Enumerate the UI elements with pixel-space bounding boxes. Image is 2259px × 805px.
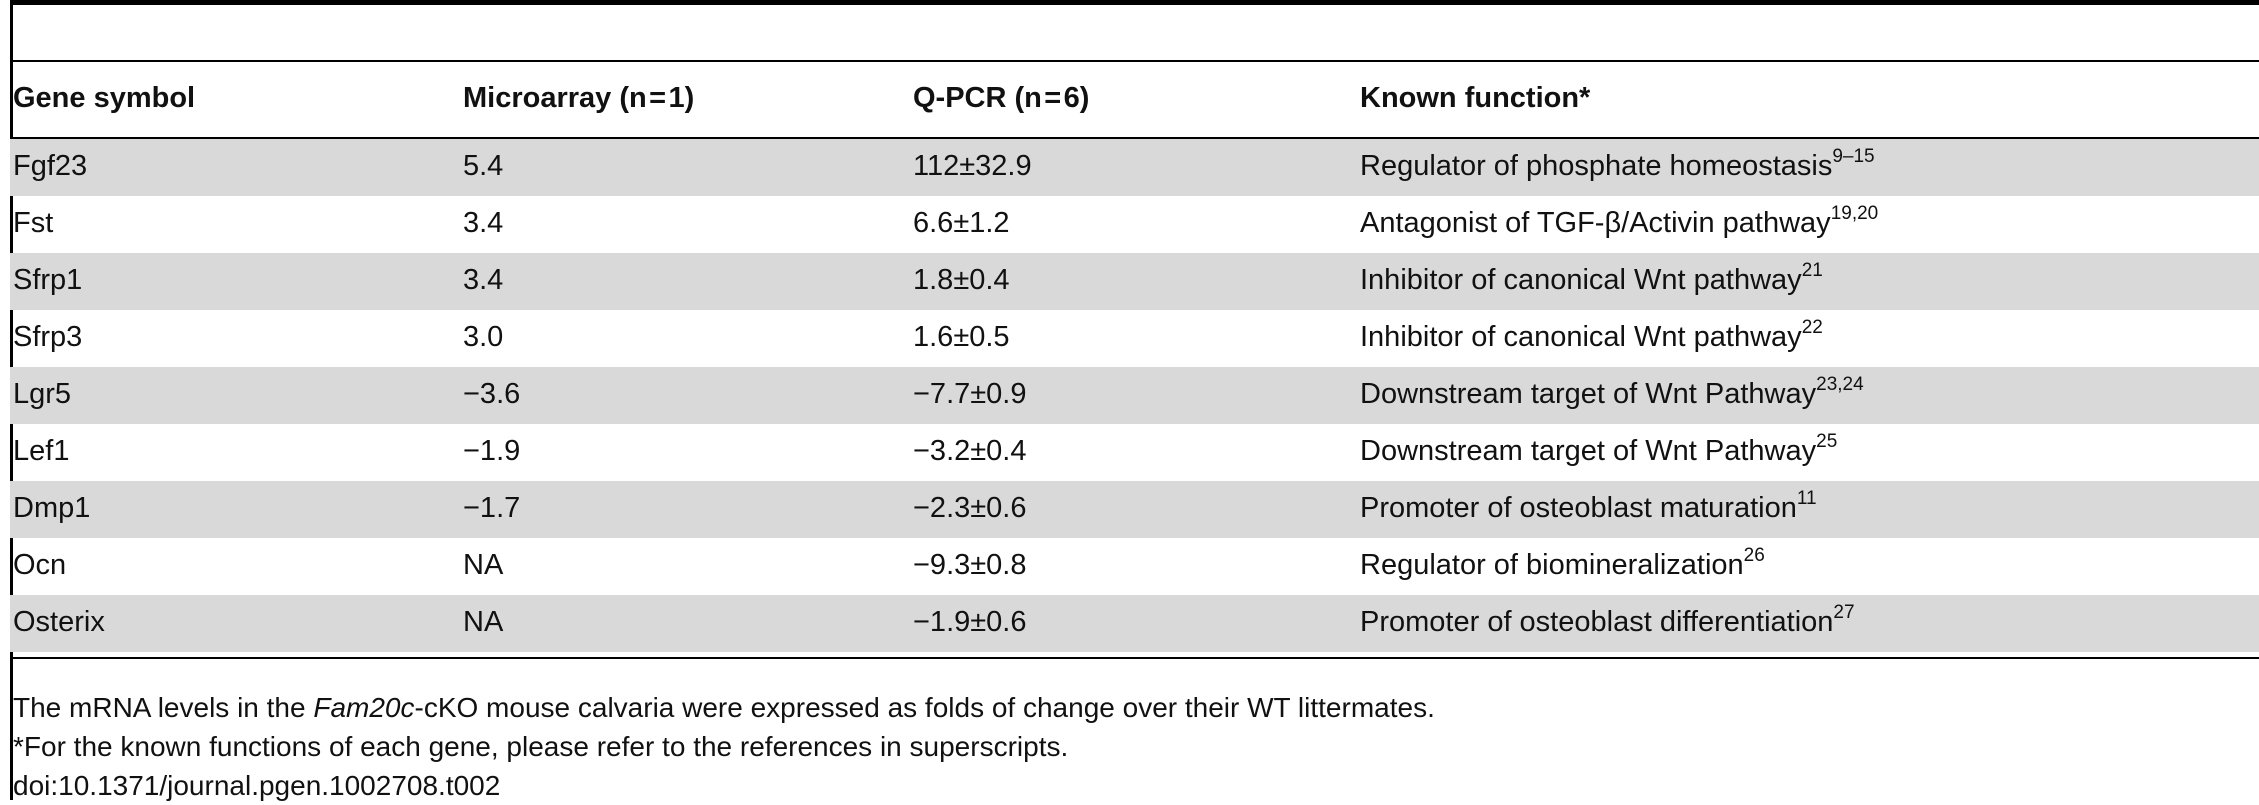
table-row: Sfrp3 3.0 1.6±0.5 Inhibitor of canonical… bbox=[10, 310, 2259, 367]
qpcr-cell: −7.7±0.9 bbox=[913, 378, 1027, 410]
function-text: Downstream target of Wnt Pathway bbox=[1360, 378, 1817, 410]
qpcr-cell: −1.9±0.6 bbox=[913, 606, 1027, 638]
gene-symbol-cell: Sfrp3 bbox=[13, 321, 83, 353]
known-function-cell: Promoter of osteoblast differentiation27 bbox=[1360, 603, 1855, 639]
footnote-mrna-levels: The mRNA levels in the Fam20c-cKO mouse … bbox=[13, 688, 2253, 727]
known-function-cell: Antagonist of TGF-β/Activin pathway19,20 bbox=[1360, 204, 1878, 240]
qpcr-cell: 1.6±0.5 bbox=[913, 321, 1010, 353]
known-function-cell: Promoter of osteoblast maturation11 bbox=[1360, 489, 1817, 525]
table-row: Osterix NA −1.9±0.6 Promoter of osteobla… bbox=[10, 595, 2259, 652]
reference-superscript: 11 bbox=[1796, 488, 1817, 509]
table-row: Dmp1 −1.7 −2.3±0.6 Promoter of osteoblas… bbox=[10, 481, 2259, 538]
function-text: Inhibitor of canonical Wnt pathway bbox=[1360, 264, 1802, 296]
microarray-cell: −3.6 bbox=[463, 378, 521, 410]
table-footnotes: The mRNA levels in the Fam20c-cKO mouse … bbox=[13, 688, 2253, 805]
function-text: Regulator of phosphate homeostasis bbox=[1360, 150, 1833, 182]
qpcr-cell: −9.3±0.8 bbox=[913, 549, 1027, 581]
gene-symbol-cell: Fst bbox=[13, 207, 54, 239]
gene-symbol-cell: Dmp1 bbox=[13, 492, 91, 524]
header-microarray: Microarray (n = 1) bbox=[463, 82, 695, 114]
known-function-cell: Regulator of biomineralization26 bbox=[1360, 546, 1765, 582]
table-row: Ocn NA −9.3±0.8 Regulator of biominerali… bbox=[10, 538, 2259, 595]
qpcr-cell: 112±32.9 bbox=[913, 150, 1032, 182]
function-text: Downstream target of Wnt Pathway bbox=[1360, 435, 1817, 467]
header-qpcr: Q-PCR (n = 6) bbox=[913, 82, 1090, 114]
gene-symbol-cell: Sfrp1 bbox=[13, 264, 83, 296]
microarray-cell: NA bbox=[463, 549, 504, 581]
table-header-row: Gene symbol Microarray (n = 1) Q-PCR (n … bbox=[10, 62, 2259, 137]
function-text: Inhibitor of canonical Wnt pathway bbox=[1360, 321, 1802, 353]
known-function-cell: Regulator of phosphate homeostasis9–15 bbox=[1360, 147, 1875, 183]
table-bottom-rule bbox=[10, 657, 2259, 659]
microarray-cell: −1.9 bbox=[463, 435, 521, 467]
known-function-cell: Inhibitor of canonical Wnt pathway22 bbox=[1360, 318, 1823, 354]
reference-superscript: 19,20 bbox=[1830, 203, 1879, 224]
known-function-cell: Downstream target of Wnt Pathway23,24 bbox=[1360, 375, 1864, 411]
qpcr-cell: −2.3±0.6 bbox=[913, 492, 1027, 524]
known-function-cell: Downstream target of Wnt Pathway25 bbox=[1360, 432, 1837, 468]
table-row: Fgf23 5.4 112±32.9 Regulator of phosphat… bbox=[10, 139, 2259, 196]
reference-superscript: 23,24 bbox=[1816, 374, 1864, 395]
doi-link[interactable]: doi:10.1371/journal.pgen.1002708.t002 bbox=[13, 770, 501, 801]
table-figure: Gene symbol Microarray (n = 1) Q-PCR (n … bbox=[10, 0, 2259, 801]
gene-symbol-cell: Lgr5 bbox=[13, 378, 72, 410]
function-text: Regulator of biomineralization bbox=[1360, 549, 1744, 581]
reference-superscript: 25 bbox=[1816, 431, 1838, 452]
footnote-known-functions: *For the known functions of each gene, p… bbox=[13, 731, 1069, 762]
function-text: Antagonist of TGF-β/Activin pathway bbox=[1360, 207, 1831, 239]
table-row: Sfrp1 3.4 1.8±0.4 Inhibitor of canonical… bbox=[10, 253, 2259, 310]
reference-superscript: 9–15 bbox=[1832, 146, 1875, 167]
qpcr-cell: −3.2±0.4 bbox=[913, 435, 1027, 467]
header-bottom-rule bbox=[10, 137, 2259, 139]
microarray-cell: NA bbox=[463, 606, 504, 638]
reference-superscript: 27 bbox=[1833, 602, 1855, 623]
known-function-cell: Inhibitor of canonical Wnt pathway21 bbox=[1360, 261, 1823, 297]
footnote-text: The mRNA levels in the bbox=[13, 692, 314, 723]
reference-superscript: 26 bbox=[1743, 545, 1765, 566]
table-row: Lef1 −1.9 −3.2±0.4 Downstream target of … bbox=[10, 424, 2259, 481]
reference-superscript: 22 bbox=[1801, 317, 1823, 338]
gene-symbol-cell: Fgf23 bbox=[13, 150, 88, 182]
function-text: Promoter of osteoblast differentiation bbox=[1360, 606, 1834, 638]
table-row: Fst 3.4 6.6±1.2 Antagonist of TGF-β/Acti… bbox=[10, 196, 2259, 253]
footnote-text: -cKO mouse calvaria were expressed as fo… bbox=[414, 692, 1435, 723]
microarray-cell: −1.7 bbox=[463, 492, 521, 524]
top-border bbox=[10, 0, 2259, 5]
gene-name-italic: Fam20c bbox=[313, 692, 415, 723]
microarray-cell: 5.4 bbox=[463, 150, 504, 182]
microarray-cell: 3.4 bbox=[463, 207, 504, 239]
microarray-cell: 3.4 bbox=[463, 264, 504, 296]
table-row: Lgr5 −3.6 −7.7±0.9 Downstream target of … bbox=[10, 367, 2259, 424]
microarray-cell: 3.0 bbox=[463, 321, 504, 353]
reference-superscript: 21 bbox=[1801, 260, 1823, 281]
qpcr-cell: 6.6±1.2 bbox=[913, 207, 1010, 239]
header-gene-symbol: Gene symbol bbox=[13, 82, 196, 114]
gene-symbol-cell: Ocn bbox=[13, 549, 67, 581]
table-body: Fgf23 5.4 112±32.9 Regulator of phosphat… bbox=[10, 139, 2259, 652]
qpcr-cell: 1.8±0.4 bbox=[913, 264, 1010, 296]
header-top-rule bbox=[10, 60, 2259, 62]
gene-symbol-cell: Lef1 bbox=[13, 435, 70, 467]
gene-symbol-cell: Osterix bbox=[13, 606, 105, 638]
header-known-function: Known function* bbox=[1360, 82, 1591, 114]
function-text: Promoter of osteoblast maturation bbox=[1360, 492, 1797, 524]
